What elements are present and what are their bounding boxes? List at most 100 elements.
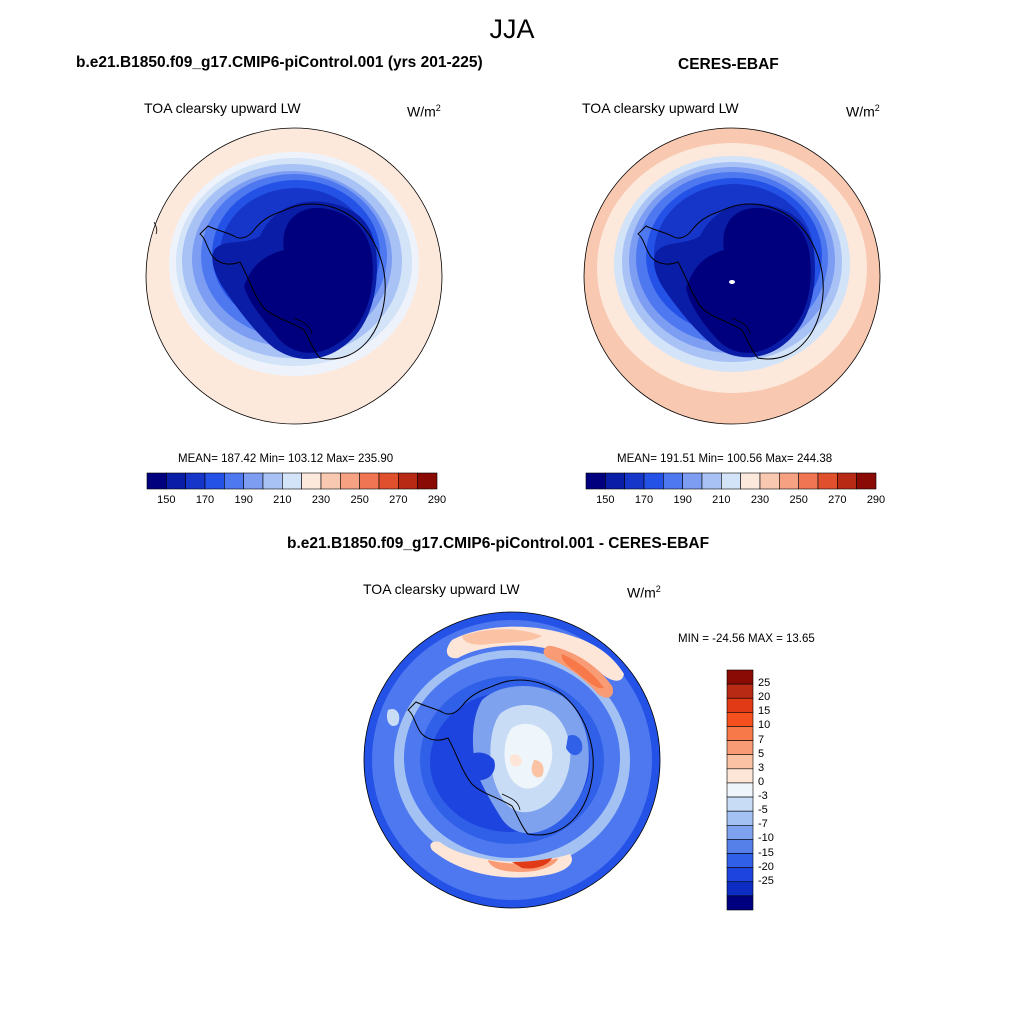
colorbar-swatch (185, 472, 206, 490)
colorbar-swatch (837, 472, 857, 490)
model-colorbar-ticks: 150 170 190 210 230 250 270 290 (147, 494, 446, 508)
colorbar-tick-label: 210 (273, 494, 292, 506)
colorbar-swatch (282, 472, 302, 490)
colorbar-swatch (643, 472, 664, 490)
model-panel-title: b.e21.B1850.f09_g17.CMIP6-piControl.001 … (76, 54, 483, 71)
colorbar-swatch (340, 472, 360, 490)
colorbar-tick-label: 170 (634, 494, 654, 506)
model-variable-label: TOA clearsky upward LW (144, 100, 301, 116)
colorbar-tick-label: 230 (311, 494, 331, 506)
colorbar-tick-label: -7 (758, 818, 768, 831)
obs-panel-title: CERES-EBAF (678, 56, 779, 73)
colorbar-swatch (605, 472, 625, 490)
colorbar-swatch (224, 472, 244, 490)
colorbar-tick-label: 150 (157, 494, 176, 506)
colorbar-swatch (682, 472, 703, 490)
figure-title: JJA (489, 14, 535, 44)
colorbar-swatch (378, 472, 399, 490)
colorbar-tick-label: 190 (673, 494, 692, 506)
colorbar-swatch (146, 472, 167, 490)
colorbar-swatch (726, 867, 754, 883)
colorbar-tick-label: 230 (750, 494, 770, 506)
colorbar-swatch (726, 782, 754, 798)
colorbar-swatch (856, 472, 877, 490)
colorbar-swatch (740, 472, 761, 490)
colorbar-swatch (243, 472, 264, 490)
colorbar-swatch (726, 669, 754, 685)
colorbar-swatch (726, 712, 754, 727)
diff-stats: MIN = -24.56 MAX = 13.65 (678, 633, 815, 645)
obs-units-label: W/m2 (846, 103, 880, 120)
colorbar-swatch (721, 472, 741, 490)
colorbar-tick-label: -25 (758, 874, 774, 887)
colorbar-swatch (726, 824, 754, 840)
colorbar-tick-label: 150 (596, 494, 615, 506)
colorbar-swatch (726, 740, 754, 756)
colorbar-swatch (166, 472, 186, 490)
colorbar-swatch (701, 472, 722, 490)
colorbar-swatch (398, 472, 418, 490)
colorbar-tick-label: -10 (758, 832, 774, 845)
obs-variable-label: TOA clearsky upward LW (582, 100, 739, 116)
colorbar-swatch (262, 472, 283, 490)
colorbar-swatch (726, 683, 754, 699)
colorbar-tick-label: 270 (828, 494, 847, 506)
colorbar-swatch (663, 472, 683, 490)
model-polar-map (145, 127, 443, 425)
colorbar-tick-label: -5 (758, 804, 768, 817)
diff-colorbar-ticks: 25 20 15 10 7 5 3 0 -3 -5 -7 -10 -15 -20 -25 (758, 670, 798, 910)
colorbar-swatch (779, 472, 799, 490)
colorbar-tick-label: 250 (789, 494, 808, 506)
colorbar-swatch (585, 472, 606, 490)
colorbar-tick-label: 210 (712, 494, 731, 506)
colorbar-tick-label: 5 (758, 747, 765, 760)
obs-stats: MEAN= 191.51 Min= 100.56 Max= 244.38 (617, 453, 833, 465)
colorbar-tick-label: 250 (350, 494, 369, 506)
colorbar-swatch (320, 472, 341, 490)
colorbar-tick-label: 25 (758, 677, 771, 690)
diff-polar-map (363, 611, 661, 909)
colorbar-tick-label: 170 (195, 494, 215, 506)
colorbar-swatch (204, 472, 225, 490)
colorbar-swatch (726, 839, 754, 854)
diff-variable-label: TOA clearsky upward LW (363, 581, 520, 597)
diff-units-label: W/m2 (627, 584, 661, 601)
diff-colorbar (726, 669, 754, 911)
colorbar-tick-label: 190 (234, 494, 253, 506)
colorbar-swatch (359, 472, 380, 490)
obs-colorbar-ticks: 150 170 190 210 230 250 270 290 (586, 494, 885, 508)
colorbar-swatch (726, 768, 754, 784)
colorbar-tick-label: -15 (758, 846, 774, 859)
diff-panel-title: b.e21.B1850.f09_g17.CMIP6-piControl.001 … (287, 535, 710, 552)
colorbar-swatch (726, 853, 754, 868)
colorbar-swatch (726, 726, 754, 741)
colorbar-tick-label: 270 (389, 494, 408, 506)
colorbar-swatch (726, 697, 754, 713)
colorbar-tick-label: 15 (758, 705, 771, 718)
colorbar-swatch (624, 472, 645, 490)
colorbar-swatch (726, 810, 754, 826)
model-stats: MEAN= 187.42 Min= 103.12 Max= 235.90 (178, 453, 394, 465)
colorbar-tick-label: 290 (427, 494, 447, 506)
colorbar-tick-label: 20 (758, 691, 771, 704)
colorbar-swatch (759, 472, 780, 490)
colorbar-tick-label: 0 (758, 775, 765, 788)
colorbar-swatch (726, 895, 754, 911)
colorbar-swatch (726, 881, 754, 897)
colorbar-swatch (726, 796, 754, 812)
colorbar-swatch (726, 754, 754, 770)
obs-polar-map (583, 127, 881, 425)
colorbar-tick-label: 7 (758, 733, 765, 746)
colorbar-tick-label: 3 (758, 761, 765, 774)
model-units-label: W/m2 (407, 103, 441, 120)
obs-colorbar (585, 472, 877, 490)
colorbar-swatch (817, 472, 838, 490)
model-colorbar (146, 472, 438, 490)
colorbar-swatch (798, 472, 819, 490)
colorbar-swatch (301, 472, 322, 490)
colorbar-tick-label: -20 (758, 860, 774, 873)
colorbar-swatch (417, 472, 438, 490)
colorbar-tick-label: -3 (758, 790, 768, 803)
colorbar-tick-label: 290 (866, 494, 886, 506)
colorbar-tick-label: 10 (758, 719, 771, 732)
